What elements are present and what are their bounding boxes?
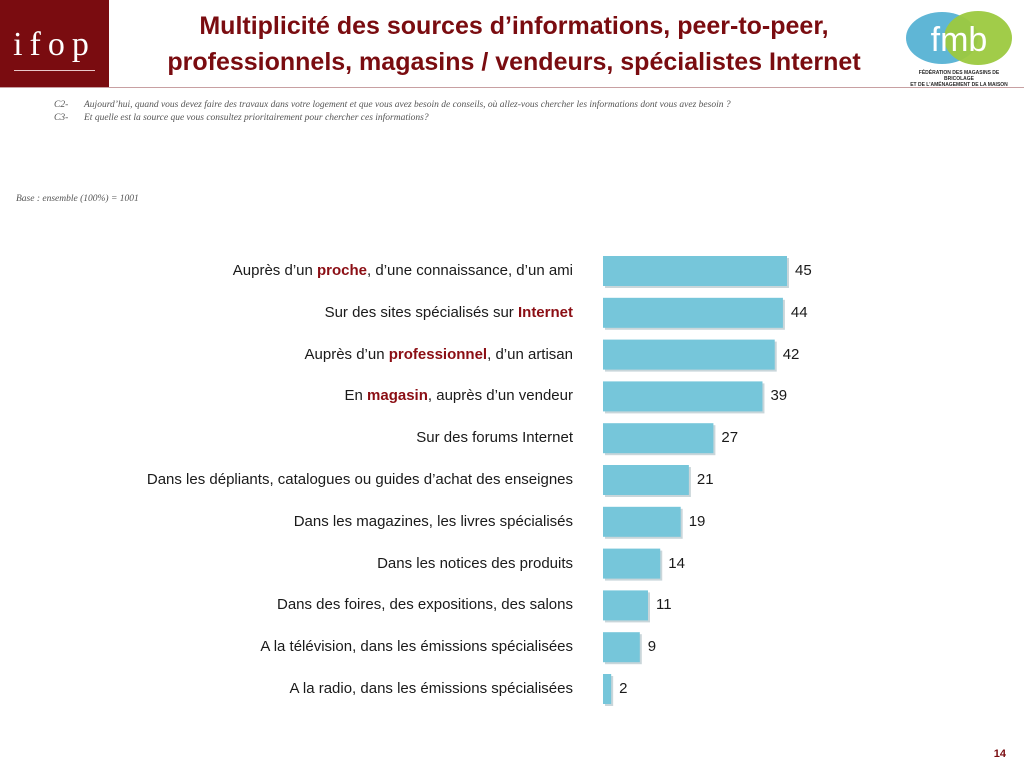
question-code: C2-	[54, 100, 69, 110]
fmb-logo-text: fmb	[931, 21, 988, 59]
category-text: Dans les dépliants, catalogues ou guides…	[146, 471, 573, 488]
category-text: Dans des foires, des expositions, des sa…	[277, 596, 573, 614]
category-keyword: professionnel	[388, 345, 488, 363]
slide-title-line-1: Multiplicité des sources d’informations,…	[199, 12, 829, 40]
category-text: Auprès d’un	[232, 262, 318, 279]
question-text: Aujourd’hui, quand vous devez faire des …	[84, 100, 731, 110]
slide-title-line-2: professionnels, magasins / vendeurs, spé…	[167, 48, 861, 76]
category-text: A la radio, dans les émissions spécialis…	[289, 680, 573, 697]
bar-value-label: 45	[795, 262, 812, 279]
category-label: En magasin, auprès d’un vendeur	[13, 386, 573, 406]
bar	[603, 506, 681, 537]
fmb-caption-line-2: ET DE L’AMÉNAGEMENT DE LA MAISON	[910, 82, 1008, 88]
bar	[603, 256, 787, 286]
page-number: 14	[993, 748, 1006, 760]
bar	[603, 339, 775, 370]
bar-value-label: 11	[655, 596, 672, 614]
category-label: Auprès d’un professionnel, d’un artisan	[13, 345, 573, 365]
category-label: Dans les dépliants, catalogues ou guides…	[13, 470, 573, 490]
category-label: Sur des forums Internet	[13, 428, 573, 448]
fmb-logo: fmb	[906, 11, 1012, 65]
header-divider	[0, 87, 1024, 88]
ifop-logo: ifop	[0, 0, 109, 87]
category-text: , d’une connaissance, d’un ami	[367, 262, 573, 279]
category-label: Dans les magazines, les livres spécialis…	[13, 512, 573, 532]
category-keyword: Internet	[517, 303, 573, 321]
category-text: Sur des sites spécialisés sur	[324, 303, 518, 321]
question-code: C3-	[54, 113, 69, 123]
category-keyword: proche	[317, 262, 368, 279]
category-text: Dans les magazines, les livres spécialis…	[293, 512, 573, 530]
fmb-caption-line-1: FÉDÉRATION DES MAGASINS DE BRICOLAGE	[918, 70, 1000, 82]
category-text: , auprès d’un vendeur	[427, 387, 573, 405]
category-label: Dans les notices des produits	[13, 554, 573, 574]
category-text: En	[344, 387, 368, 405]
bar-value-label: 9	[647, 638, 657, 656]
bar-value-label: 42	[782, 345, 800, 363]
bar	[603, 423, 714, 454]
bar-value-label: 39	[770, 387, 788, 405]
category-text: A la télévision, dans les émissions spéc…	[260, 638, 573, 656]
fmb-caption: FÉDÉRATION DES MAGASINS DE BRICOLAGE ET …	[904, 70, 1014, 88]
ifop-logo-underline	[14, 70, 95, 71]
bar	[603, 674, 612, 704]
bar-value-label: 27	[721, 429, 739, 447]
fmb-logo-green-shape	[944, 11, 1012, 65]
category-label: Sur des sites spécialisés sur Internet	[13, 303, 573, 323]
bar-value-label: 44	[790, 303, 808, 321]
category-label: A la télévision, dans les émissions spéc…	[13, 637, 573, 657]
bar-value-label: 19	[688, 512, 706, 530]
category-keyword: magasin	[367, 387, 428, 405]
bar	[603, 590, 648, 621]
bar	[603, 297, 783, 328]
category-label: A la radio, dans les émissions spécialis…	[13, 679, 573, 699]
bar	[603, 632, 640, 663]
bar	[603, 381, 763, 412]
category-label: Auprès d’un proche, d’une connaissance, …	[13, 261, 573, 281]
bar	[603, 548, 661, 579]
category-text: Dans les notices des produits	[377, 554, 573, 572]
bar-value-label: 14	[668, 554, 685, 572]
base-note: Base : ensemble (100%) = 1001	[16, 194, 139, 204]
category-text: Auprès d’un	[304, 345, 389, 363]
bar-value-label: 21	[696, 471, 714, 488]
slide-title: Multiplicité des sources d’informations,…	[120, 8, 908, 80]
category-text: , d’un artisan	[487, 345, 573, 363]
bar	[603, 465, 689, 495]
ifop-logo-text: ifop	[13, 26, 96, 63]
bar-value-label: 2	[619, 680, 628, 697]
category-text: Sur des forums Internet	[416, 429, 573, 447]
question-text: Et quelle est la source que vous consult…	[84, 113, 429, 123]
category-label: Dans des foires, des expositions, des sa…	[13, 595, 573, 615]
